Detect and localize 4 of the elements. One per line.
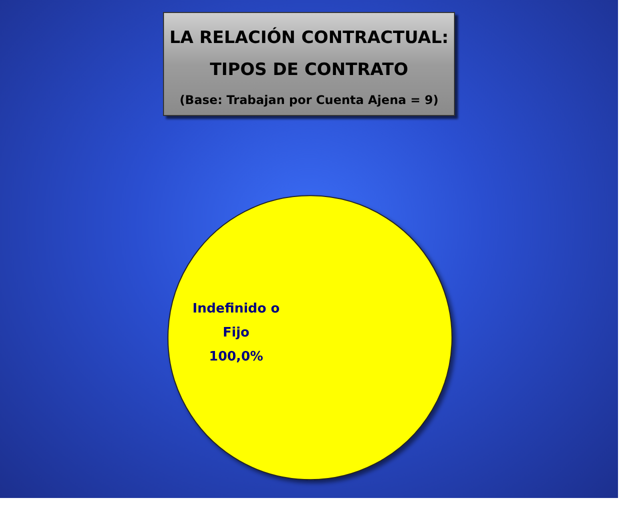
data-label: 100,0% xyxy=(209,350,264,365)
slice-label: Indefinido o Fijo xyxy=(192,302,280,341)
chart-subtitle: (Base: Trabajan por Cuenta Ajena = 9) xyxy=(180,93,438,107)
chart-title: LA RELACIÓN CONTRACTUAL: TIPOS DE CONTRATO xyxy=(169,27,449,80)
